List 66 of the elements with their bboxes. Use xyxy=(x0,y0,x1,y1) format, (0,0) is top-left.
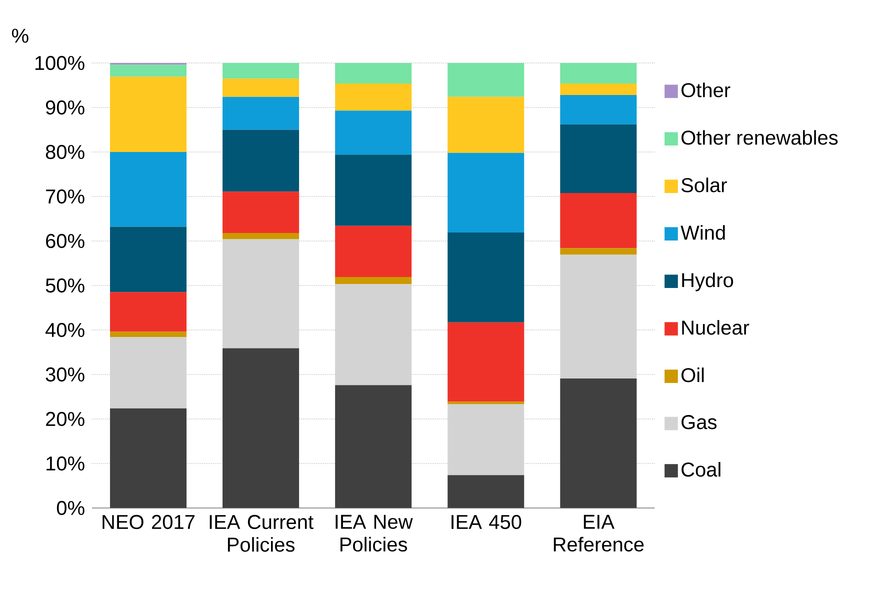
bar xyxy=(222,62,300,79)
y-tick-label: 80% xyxy=(46,144,84,160)
bar xyxy=(335,110,412,155)
legend-label: Other renewables xyxy=(682,130,838,145)
bar xyxy=(448,475,524,508)
y-tick-label: 10% xyxy=(46,456,84,471)
legend-label: Wind xyxy=(680,225,725,240)
y-tick-label: 40% xyxy=(46,322,84,338)
bar xyxy=(110,152,187,227)
bar xyxy=(448,322,524,402)
bar xyxy=(222,232,300,240)
y-tick-label: 90% xyxy=(46,100,84,115)
legend-label: Gas xyxy=(682,415,717,430)
bar xyxy=(222,192,300,233)
x-tick-label: NEO 2017 xyxy=(102,514,194,530)
bar xyxy=(448,62,524,97)
bar xyxy=(560,83,637,96)
bar xyxy=(110,332,187,338)
bar xyxy=(222,96,300,130)
x-tick-label: IEA Current Policies xyxy=(210,514,314,552)
x-tick-label: EIA Reference xyxy=(554,514,644,552)
bar xyxy=(335,226,412,278)
legend-label: Other xyxy=(682,82,730,98)
legend-label: Solar xyxy=(681,178,727,192)
bar xyxy=(560,192,637,248)
y-tick-label: 20% xyxy=(46,412,84,426)
bar xyxy=(560,62,637,84)
bar xyxy=(110,408,187,508)
bar xyxy=(560,254,637,378)
x-tick-label: IEA 450 xyxy=(452,514,522,530)
x-tick-label: IEA New Policies xyxy=(336,514,413,552)
bar xyxy=(560,95,637,124)
legend-label: Nuclear xyxy=(682,320,750,335)
legend-label: Hydro xyxy=(682,272,734,292)
bar xyxy=(335,154,412,226)
bar xyxy=(448,96,524,153)
bar xyxy=(448,152,524,233)
bar xyxy=(222,348,300,508)
bar xyxy=(448,402,524,404)
bar xyxy=(448,404,524,476)
bar xyxy=(110,76,187,152)
bar xyxy=(222,78,300,97)
bar xyxy=(335,284,412,386)
y-tick-label: 60% xyxy=(46,234,84,248)
y-tick-label: 50% xyxy=(46,278,84,293)
bar xyxy=(110,337,187,408)
bar xyxy=(110,292,187,332)
bar xyxy=(335,83,412,111)
bar xyxy=(110,226,187,292)
y-tick-label: 70% xyxy=(46,189,84,204)
bar xyxy=(560,248,637,255)
y-tick-label: 100% xyxy=(35,56,84,70)
y-axis-title: % xyxy=(12,28,28,43)
legend-label: Oil xyxy=(682,368,704,382)
bar xyxy=(335,62,412,84)
y-tick-label: 30% xyxy=(46,367,84,382)
bar xyxy=(110,64,187,77)
bar xyxy=(448,232,524,322)
y-tick-label: 0% xyxy=(56,500,84,516)
bar xyxy=(335,385,412,508)
bar xyxy=(222,130,300,192)
bar xyxy=(222,239,300,348)
bar xyxy=(335,277,412,284)
bar xyxy=(560,378,637,508)
legend-label: Coal xyxy=(682,462,720,477)
bar xyxy=(560,124,637,193)
